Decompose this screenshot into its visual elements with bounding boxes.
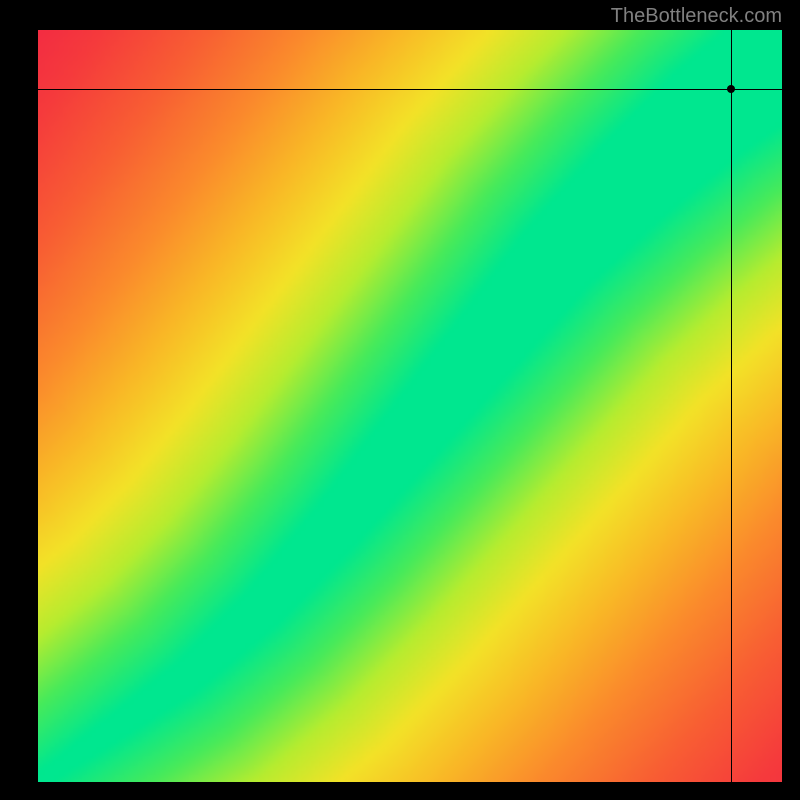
heatmap-canvas — [38, 30, 782, 782]
crosshair-vertical — [731, 30, 732, 782]
crosshair-horizontal — [38, 89, 782, 90]
crosshair-marker — [727, 85, 735, 93]
heatmap-plot — [38, 30, 782, 782]
watermark-text: TheBottleneck.com — [611, 5, 782, 28]
